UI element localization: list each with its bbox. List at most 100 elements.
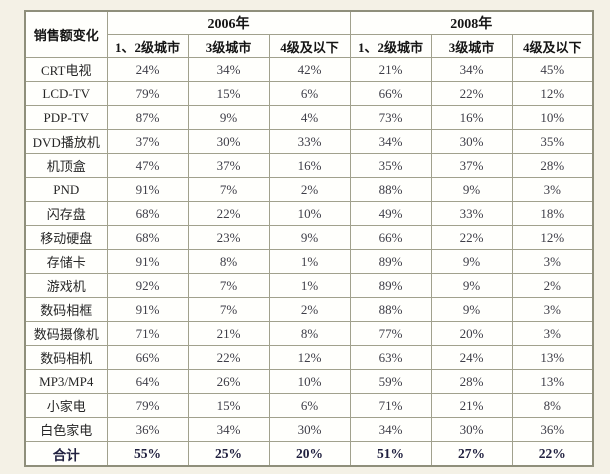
table-row: CRT电视 24% 34% 42% 21% 34% 45% [24,57,594,82]
value-cell: 18% [511,201,594,226]
row-label: LCD-TV [24,81,108,106]
value-cell: 22% [430,225,513,250]
value-cell: 22% [187,345,270,370]
row-label: 数码摄像机 [24,321,108,346]
column-header-2006-tier3: 3级城市 [187,34,270,58]
value-cell: 12% [511,225,594,250]
value-cell: 35% [511,129,594,154]
table-row: LCD-TV 79% 15% 6% 66% 22% 12% [24,81,594,106]
value-cell: 1% [268,273,351,298]
value-cell: 88% [349,297,432,322]
table-row: 闪存盘 68% 22% 10% 49% 33% 18% [24,201,594,226]
value-cell: 34% [187,417,270,442]
value-cell: 27% [430,441,513,467]
value-cell: 91% [106,249,189,274]
table-row: 游戏机 92% 7% 1% 89% 9% 2% [24,273,594,298]
value-cell: 36% [106,417,189,442]
value-cell: 22% [187,201,270,226]
value-cell: 2% [511,273,594,298]
value-cell: 91% [106,297,189,322]
value-cell: 34% [430,57,513,82]
value-cell: 10% [268,369,351,394]
column-header-2008-tier1-2: 1、2级城市 [349,34,432,58]
value-cell: 21% [187,321,270,346]
value-cell: 79% [106,81,189,106]
value-cell: 42% [268,57,351,82]
value-cell: 10% [268,201,351,226]
city-tier-header-row: 1、2级城市 3级城市 4级及以下 1、2级城市 3级城市 4级及以下 [25,34,594,58]
value-cell: 66% [349,225,432,250]
value-cell: 25% [187,441,270,467]
value-cell: 9% [430,297,513,322]
value-cell: 13% [511,369,594,394]
value-cell: 68% [106,201,189,226]
value-cell: 47% [106,153,189,178]
value-cell: 4% [268,105,351,130]
value-cell: 91% [106,177,189,202]
value-cell: 33% [430,201,513,226]
value-cell: 66% [349,81,432,106]
value-cell: 64% [106,369,189,394]
value-cell: 23% [187,225,270,250]
value-cell: 28% [511,153,594,178]
value-cell: 16% [430,105,513,130]
row-label: 机顶盒 [24,153,108,178]
row-label: 游戏机 [24,273,108,298]
table-row: 数码摄像机 71% 21% 8% 77% 20% 3% [24,321,594,346]
value-cell: 7% [187,297,270,322]
value-cell: 71% [106,321,189,346]
value-cell: 59% [349,369,432,394]
value-cell: 20% [268,441,351,467]
value-cell: 30% [187,129,270,154]
value-cell: 3% [511,297,594,322]
value-cell: 1% [268,249,351,274]
value-cell: 33% [268,129,351,154]
value-cell: 36% [511,417,594,442]
value-cell: 21% [349,57,432,82]
value-cell: 9% [430,249,513,274]
table-row: PDP-TV 87% 9% 4% 73% 16% 10% [24,105,594,130]
value-cell: 9% [430,273,513,298]
value-cell: 9% [268,225,351,250]
value-cell: 3% [511,321,594,346]
column-header-2008-tier4: 4级及以下 [511,34,594,58]
value-cell: 9% [187,105,270,130]
value-cell: 24% [430,345,513,370]
row-label: 数码相框 [24,297,108,322]
value-cell: 15% [187,81,270,106]
year-header-2008: 2008年 [349,10,594,35]
value-cell: 30% [430,417,513,442]
value-cell: 66% [106,345,189,370]
table-row: 数码相框 91% 7% 2% 88% 9% 3% [24,297,594,322]
value-cell: 37% [106,129,189,154]
value-cell: 13% [511,345,594,370]
table-row: 白色家电 36% 34% 30% 34% 30% 36% [24,417,594,442]
value-cell: 3% [511,177,594,202]
value-cell: 9% [430,177,513,202]
value-cell: 79% [106,393,189,418]
value-cell: 30% [268,417,351,442]
value-cell: 8% [511,393,594,418]
table-row: PND 91% 7% 2% 88% 9% 3% [24,177,594,202]
value-cell: 37% [430,153,513,178]
total-row: 合计 55% 25% 20% 51% 27% 22% [24,441,594,467]
row-label: PND [24,177,108,202]
value-cell: 34% [349,417,432,442]
value-cell: 71% [349,393,432,418]
value-cell: 45% [511,57,594,82]
sales-change-table: 销售额变化 2006年 2008年 1、2级城市 3级城市 4级及以下 1、2级… [24,10,595,467]
value-cell: 12% [268,345,351,370]
value-cell: 16% [268,153,351,178]
value-cell: 20% [430,321,513,346]
row-label: 移动硬盘 [24,225,108,250]
value-cell: 88% [349,177,432,202]
row-label: 小家电 [24,393,108,418]
table-header: 销售额变化 2006年 2008年 1、2级城市 3级城市 4级及以下 1、2级… [24,10,594,58]
value-cell: 12% [511,81,594,106]
value-cell: 21% [430,393,513,418]
row-label: CRT电视 [24,57,108,82]
row-label: PDP-TV [24,105,108,130]
value-cell: 63% [349,345,432,370]
value-cell: 28% [430,369,513,394]
value-cell: 22% [430,81,513,106]
